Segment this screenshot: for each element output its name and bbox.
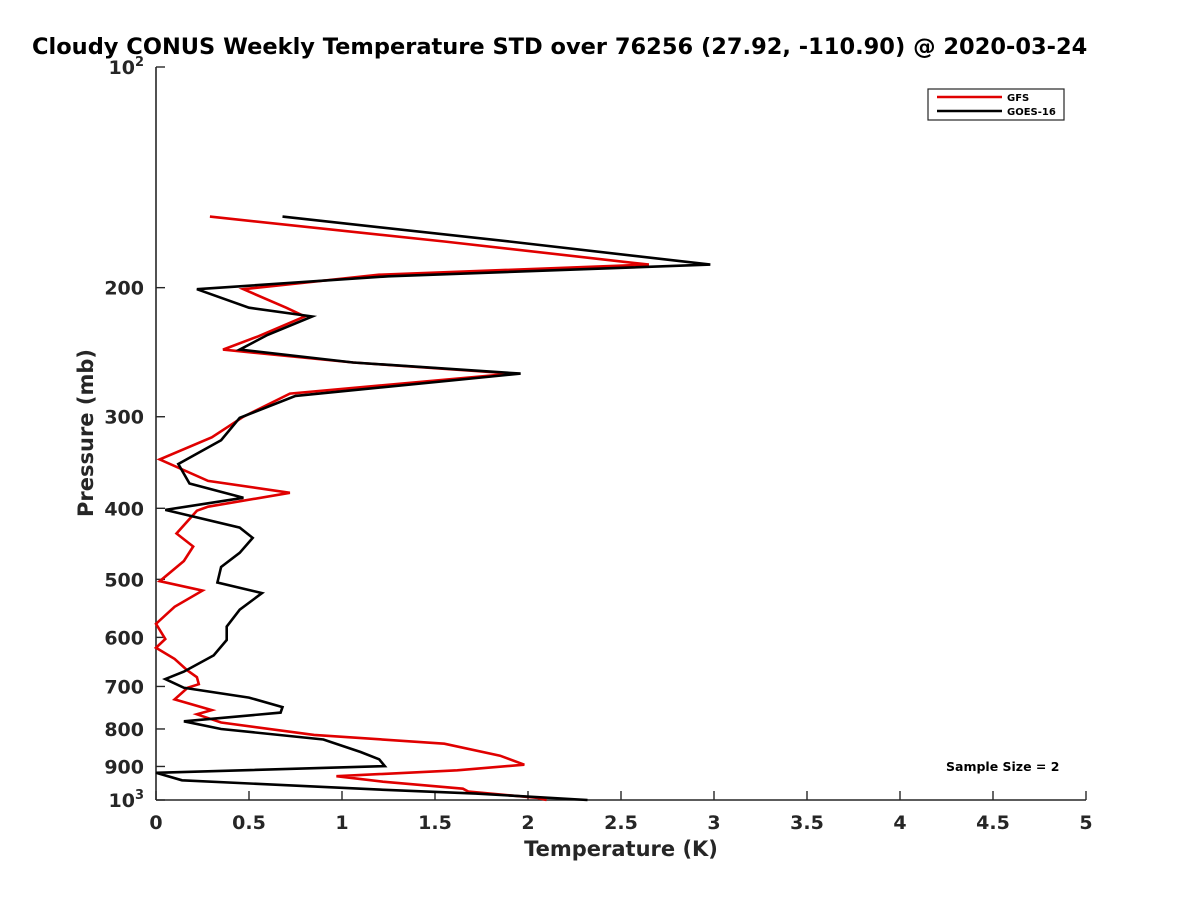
y-tick-label: 103 [109,788,145,812]
x-tick-label: 1 [335,812,348,834]
legend-label-goes16: GOES-16 [1007,107,1056,118]
x-tick-label: 0.5 [232,812,266,834]
x-tick-label: 4 [893,812,906,834]
x-tick-label: 5 [1079,812,1092,834]
y-tick-base: 400 [104,498,144,520]
y-tick-base: 600 [104,627,144,649]
y-tick-base: 300 [104,407,144,429]
chart-title: Cloudy CONUS Weekly Temperature STD over… [32,34,1087,60]
y-tick-label: 102 [109,55,145,79]
x-tick-label: 0 [149,812,162,834]
series-line-goes16 [155,215,711,802]
legend: GFS GOES-16 [927,88,1065,121]
y-tick-label: 800 [104,719,144,741]
axes [155,67,1086,801]
y-tick-label: 500 [104,569,144,591]
x-ticks: 0 0.5 1 1.5 2 2.5 3 3.5 4 4.5 5 [149,791,1093,834]
sample-size-annotation: Sample Size = 2 [946,759,1059,774]
y-tick-exponent: 2 [135,55,144,70]
x-tick-label: 3 [707,812,720,834]
y-tick-label: 300 [104,407,144,429]
y-tick-base: 200 [104,278,144,300]
y-tick-label: 700 [104,676,144,698]
legend-box [927,88,1065,121]
x-tick-label: 3.5 [790,812,824,834]
y-tick-label: 900 [104,756,144,778]
y-tick-label: 600 [104,627,144,649]
y-tick-exponent: 3 [135,788,144,803]
x-tick-label: 4.5 [976,812,1010,834]
y-tick-label: 400 [104,498,144,520]
y-tick-base: 500 [104,569,144,591]
x-tick-label: 1.5 [418,812,452,834]
series-layer [153,215,711,802]
y-tick-label: 200 [104,278,144,300]
x-tick-label: 2.5 [604,812,638,834]
x-tick-label: 2 [521,812,534,834]
y-axis-label: Pressure (mb) [74,349,98,517]
x-axis-label: Temperature (K) [524,837,718,861]
y-tick-base: 800 [104,719,144,741]
series-line-gfs [153,215,650,802]
y-tick-base: 700 [104,676,144,698]
y-tick-base: 900 [104,756,144,778]
y-tick-base: 10 [109,57,135,79]
y-tick-base: 10 [109,790,135,812]
legend-label-gfs: GFS [1007,93,1029,104]
